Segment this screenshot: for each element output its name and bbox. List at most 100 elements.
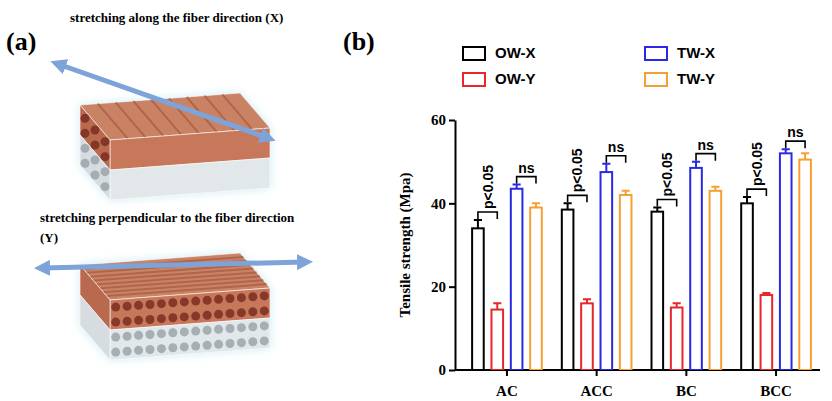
fiber-end xyxy=(180,327,189,336)
fiber-end xyxy=(214,310,223,319)
bar xyxy=(581,303,593,370)
fiber-end xyxy=(111,333,120,342)
legend-item: OW-Y xyxy=(463,70,536,87)
bar xyxy=(620,195,632,370)
block-front-lower xyxy=(110,158,270,200)
bar xyxy=(562,210,574,370)
fiber-stripe xyxy=(116,102,146,137)
tick: 0 xyxy=(439,362,456,378)
fiber-end xyxy=(260,321,269,330)
error-bar xyxy=(673,303,681,307)
fiber-end xyxy=(237,338,246,347)
significance-label: p<0.05 xyxy=(480,165,496,209)
bar xyxy=(652,212,664,370)
tick-label: BC xyxy=(676,383,697,399)
fiber-end xyxy=(237,308,246,317)
tick-mark xyxy=(449,203,455,205)
fiber-end xyxy=(226,309,235,318)
bar xyxy=(741,203,753,370)
fiber-end xyxy=(134,331,143,340)
fiber-end xyxy=(168,328,177,337)
significance-label: ns xyxy=(608,139,625,155)
fiber-end xyxy=(214,340,223,349)
bar xyxy=(690,168,702,370)
fiber-end xyxy=(123,302,132,311)
fiber-end xyxy=(191,312,200,321)
legend-item: TW-X xyxy=(645,44,715,61)
fiber-end xyxy=(146,300,155,309)
fiber-end xyxy=(123,317,132,326)
error-bar xyxy=(762,293,770,295)
fiber-end xyxy=(203,296,212,305)
fiber-end xyxy=(226,294,235,303)
fiber-end xyxy=(146,330,155,339)
fiber-end xyxy=(226,339,235,348)
fiber-end xyxy=(91,141,100,150)
fiber-end xyxy=(91,126,100,135)
panel-a: stretching along the fiber direction (X)… xyxy=(40,10,305,360)
significance-bracket xyxy=(517,177,536,184)
tick: 60 xyxy=(431,112,455,128)
fiber-end xyxy=(191,342,200,351)
bar xyxy=(671,308,683,371)
fiber-end xyxy=(81,144,90,153)
fiber-end xyxy=(260,291,269,300)
fiber-end xyxy=(180,342,189,351)
significance-label: p<0.05 xyxy=(569,148,585,192)
tick-mark xyxy=(449,370,455,372)
tick-label: ACC xyxy=(580,383,613,399)
block-glow xyxy=(80,253,270,360)
caption-line: stretching perpendicular to the fiber di… xyxy=(40,210,295,225)
bar xyxy=(530,208,542,371)
bar xyxy=(511,189,523,370)
error-bar xyxy=(513,185,521,189)
tick-mark xyxy=(449,286,455,288)
fiber-end xyxy=(111,303,120,312)
error-bar xyxy=(743,197,751,203)
y-axis-title: Tensile strength (Mpa) xyxy=(397,172,414,317)
fiber-end xyxy=(81,129,90,138)
fiber-end xyxy=(248,307,257,316)
legend-label: TW-Y xyxy=(677,70,715,87)
panel-label: (a) xyxy=(6,27,36,56)
tick-label: 60 xyxy=(431,112,446,128)
significance-bracket xyxy=(657,200,676,207)
block-side-lower xyxy=(80,295,110,360)
fiber-end xyxy=(101,137,110,146)
fiber-end xyxy=(248,322,257,331)
significance-label: ns xyxy=(518,160,535,176)
fiber-end xyxy=(123,347,132,356)
fiber-end xyxy=(248,292,257,301)
fiber-end xyxy=(101,152,110,161)
significance-bracket xyxy=(696,154,715,161)
panel-b: 0204060ACACCBCBCCTensile strength (Mpa)p… xyxy=(397,44,820,399)
fiber-end xyxy=(157,344,166,353)
bar xyxy=(780,153,792,370)
stretch-arrow xyxy=(58,64,268,138)
fiber-end xyxy=(111,318,120,327)
legend-item: TW-Y xyxy=(645,70,715,87)
fiber-end xyxy=(260,306,269,315)
tick: 40 xyxy=(431,196,455,212)
fiber-end xyxy=(180,312,189,321)
significance-bracket xyxy=(478,212,497,219)
tick-label: 40 xyxy=(431,196,446,212)
error-bar xyxy=(692,162,700,168)
bar xyxy=(472,228,484,370)
legend-label: TW-X xyxy=(677,44,715,61)
panel-label: (b) xyxy=(343,27,375,56)
error-bar xyxy=(564,203,572,209)
y-axis: 0204060 xyxy=(431,112,456,378)
fiber-end xyxy=(111,348,120,357)
x-axis: ACACCBCBCC xyxy=(455,370,820,399)
tick: ACC xyxy=(580,370,613,399)
error-bar xyxy=(653,208,661,212)
error-bar xyxy=(474,220,482,228)
fiber-end xyxy=(203,311,212,320)
bar xyxy=(799,160,811,370)
fiber-end xyxy=(157,314,166,323)
fiber-end xyxy=(157,329,166,338)
error-bar xyxy=(711,187,719,191)
fiber-end xyxy=(134,316,143,325)
tick-mark xyxy=(596,370,598,376)
